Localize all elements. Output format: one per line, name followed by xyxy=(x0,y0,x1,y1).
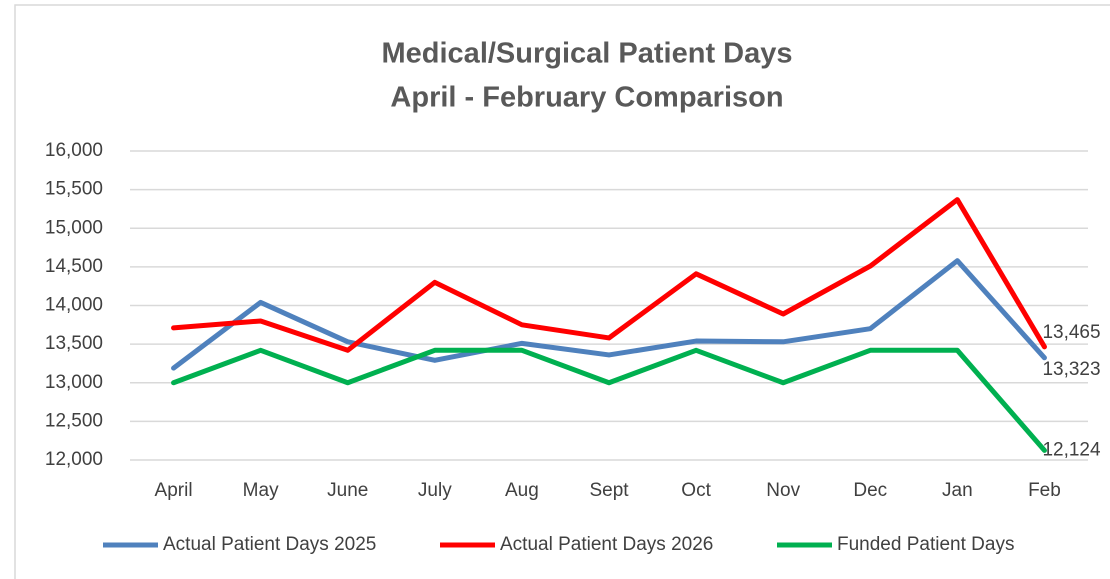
series-line xyxy=(171,258,1047,371)
x-tick-label: Oct xyxy=(681,480,711,501)
x-tick-label: Jan xyxy=(942,480,973,501)
chart-frame xyxy=(14,4,1110,579)
series-line xyxy=(171,347,1047,453)
y-tick-label: 16,000 xyxy=(45,140,103,161)
chart-subtitle: April - February Comparison xyxy=(390,82,783,114)
series-line xyxy=(171,197,1047,353)
y-tick-label: 13,500 xyxy=(45,333,103,354)
data-label: 13,465 xyxy=(1042,322,1100,343)
data-label: 13,323 xyxy=(1042,359,1100,380)
y-tick-label: 14,000 xyxy=(45,295,103,316)
chart-title: Medical/Surgical Patient Days xyxy=(382,38,793,70)
x-tick-label: Feb xyxy=(1028,480,1061,501)
legend-label: Actual Patient Days 2026 xyxy=(500,534,713,555)
y-tick-label: 15,500 xyxy=(45,179,103,200)
x-tick-label: June xyxy=(327,480,368,501)
x-tick-label: July xyxy=(418,480,452,501)
legend-label: Actual Patient Days 2025 xyxy=(163,534,376,555)
y-tick-label: 14,500 xyxy=(45,256,103,277)
x-tick-label: April xyxy=(155,480,193,501)
x-tick-label: Aug xyxy=(505,480,539,501)
y-tick-label: 15,000 xyxy=(45,217,103,238)
x-tick-label: Sept xyxy=(589,480,629,501)
x-tick-label: Nov xyxy=(766,480,800,501)
y-tick-label: 12,000 xyxy=(45,449,103,470)
x-tick-label: May xyxy=(243,480,279,501)
x-tick-label: Dec xyxy=(853,480,887,501)
legend-label: Funded Patient Days xyxy=(837,534,1014,555)
y-tick-label: 13,000 xyxy=(45,372,103,393)
y-tick-label: 12,500 xyxy=(45,410,103,431)
data-label: 12,124 xyxy=(1042,439,1101,460)
